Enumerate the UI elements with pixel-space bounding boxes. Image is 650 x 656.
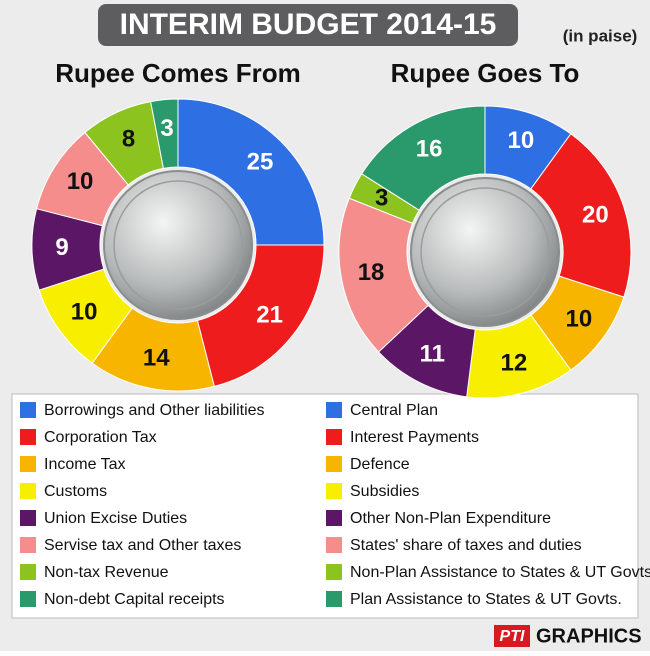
legend-swatch [20,537,36,553]
legend-swatch [326,537,342,553]
coin-rim [113,180,243,310]
credit: GRAPHICS [536,625,642,647]
data-label: 10 [67,168,94,195]
legend-swatch [20,591,36,607]
legend-swatch [326,429,342,445]
main-title: INTERIM BUDGET 2014-15 [120,8,497,41]
data-label: 3 [160,115,173,142]
legend-swatch [326,456,342,472]
legend-label: Non-Plan Assistance to States & UT Govts… [350,564,650,581]
data-label: 10 [71,299,98,326]
legend-swatch [20,456,36,472]
legend-swatch [20,402,36,418]
data-label: 3 [375,185,388,212]
coin [410,177,560,327]
legend-label: Borrowings and Other liabilities [44,402,265,419]
chart-title: Rupee Comes From [55,58,301,88]
chart-title: Rupee Goes To [391,58,580,88]
donut-slice [150,98,179,169]
legend-swatch [326,483,342,499]
coin [103,170,253,320]
legend-label: Corporation Tax [44,429,157,446]
donut-slice [530,133,632,298]
legend-label: Subsidies [350,483,419,500]
legend-swatch [326,510,342,526]
data-label: 21 [256,301,283,328]
credit-logo: PTI [500,628,525,645]
legend-label: Interest Payments [350,429,479,446]
data-label: 18 [358,259,385,286]
legend-swatch [20,483,36,499]
coin-rim [420,187,550,317]
donut-slice [338,197,429,353]
legend-label: Servise tax and Other taxes [44,537,241,554]
data-label: 10 [507,127,534,154]
legend-label: States' share of taxes and duties [350,537,582,554]
data-label: 10 [565,306,592,333]
legend-label: Central Plan [350,402,438,419]
legend-label: Defence [350,456,410,473]
data-label: 25 [247,148,274,175]
legend-swatch [20,429,36,445]
legend-swatch [326,591,342,607]
legend-label: Customs [44,483,107,500]
data-label: 14 [143,344,170,371]
legend-swatch [326,402,342,418]
legend-label: Non-tax Revenue [44,564,169,581]
legend-label: Income Tax [44,456,126,473]
legend-label: Non-debt Capital receipts [44,591,225,608]
data-label: 9 [55,234,68,261]
credit-logo-box [494,625,530,647]
data-label: 11 [420,341,445,368]
data-label: 20 [582,201,609,228]
legend-label: Plan Assistance to States & UT Govts. [350,591,622,608]
legend-swatch [326,564,342,580]
data-label: 8 [122,125,135,152]
donut-slice [196,244,325,388]
title-banner [98,4,518,46]
data-label: 12 [500,350,527,377]
legend-label: Union Excise Duties [44,510,187,527]
legend-box [11,393,639,619]
legend-label: Other Non-Plan Expenditure [350,510,551,527]
donut-slice [177,98,325,246]
data-label: 16 [416,136,443,163]
legend-swatch [20,564,36,580]
donut-slice [361,105,486,211]
unit-note: (in paise) [563,26,638,45]
legend-swatch [20,510,36,526]
